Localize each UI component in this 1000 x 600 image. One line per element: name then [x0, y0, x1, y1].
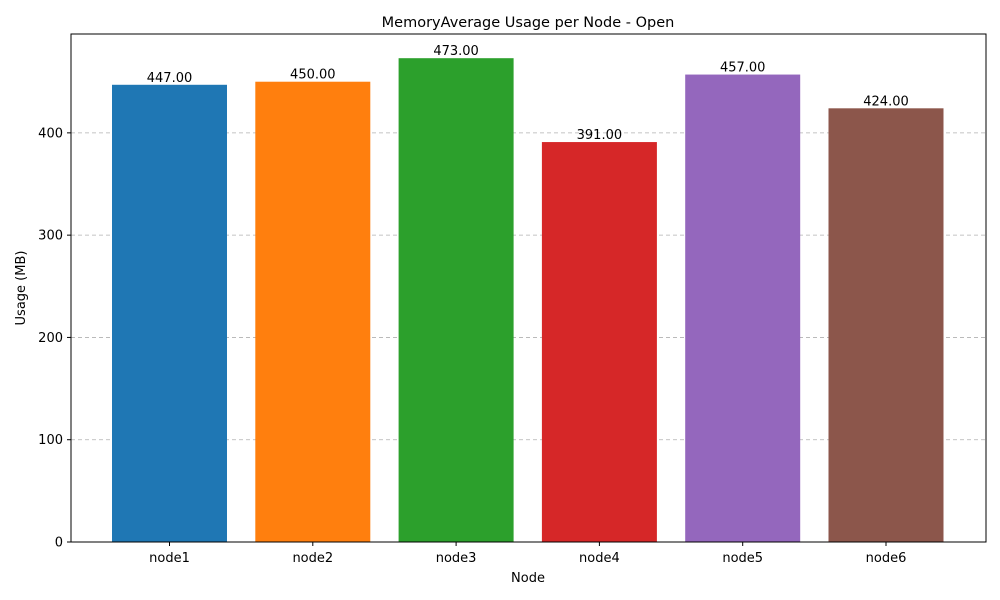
x-tick-label-node2: node2 [292, 551, 333, 566]
bar-node3 [398, 58, 514, 542]
bars [112, 58, 944, 543]
y-tick-label: 200 [38, 331, 63, 346]
x-axis: node1 node2 node3 node4 node5 node6 [149, 542, 906, 566]
x-tick-label-node4: node4 [579, 551, 620, 566]
bar-node1 [112, 84, 227, 542]
bar-node5 [685, 74, 801, 543]
bar-node4 [541, 142, 657, 542]
value-label-node1: 447.00 [147, 71, 193, 86]
x-axis-label: Node [511, 571, 545, 586]
value-labels: 447.00 450.00 473.00 391.00 457.00 424.00 [147, 44, 909, 143]
y-tick-label: 300 [38, 229, 63, 244]
chart-title: MemoryAverage Usage per Node - Open [382, 15, 675, 31]
x-tick-label-node5: node5 [722, 551, 763, 566]
plot-frame [70, 33, 987, 543]
y-axis: 0 100 200 300 400 [38, 126, 71, 551]
value-label-node3: 473.00 [433, 44, 479, 59]
x-tick-label-node1: node1 [149, 551, 190, 566]
bar-node6 [828, 108, 944, 543]
value-label-node6: 424.00 [863, 94, 909, 109]
value-label-node4: 391.00 [577, 128, 623, 143]
value-label-node5: 457.00 [720, 61, 766, 76]
grid [71, 132, 986, 441]
y-tick-label: 0 [55, 536, 63, 551]
x-tick-label-node3: node3 [436, 551, 477, 566]
y-tick-label: 400 [38, 126, 63, 141]
y-axis-label: Usage (MB) [14, 251, 29, 326]
bar-node2 [255, 81, 371, 542]
y-tick-label: 100 [38, 433, 63, 448]
x-tick-label-node6: node6 [866, 551, 907, 566]
value-label-node2: 450.00 [290, 68, 336, 83]
